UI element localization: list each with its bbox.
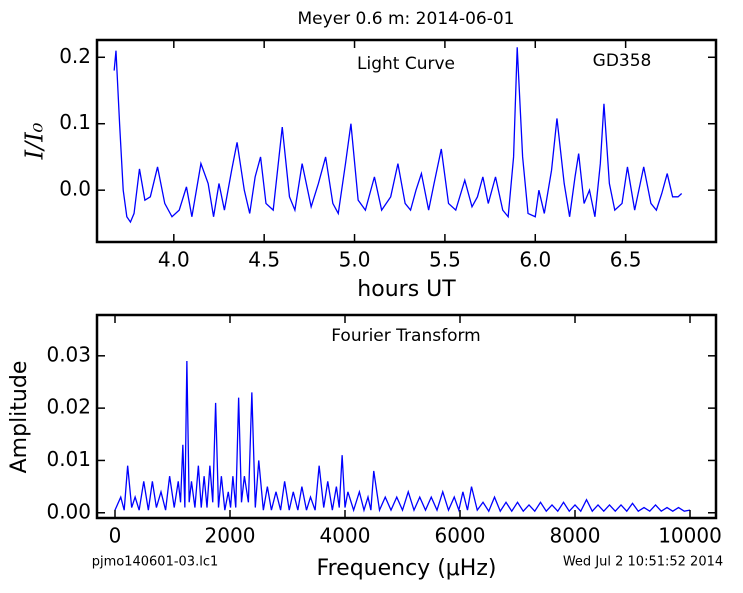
y-tick-label: 0.00 bbox=[46, 499, 91, 523]
x-tick-label: 4000 bbox=[320, 524, 371, 548]
x-axis-label: hours UT bbox=[357, 277, 456, 302]
x-tick-label: 4.0 bbox=[158, 248, 190, 272]
x-tick-label: 6.0 bbox=[519, 248, 551, 272]
annotation: Fourier Transform bbox=[331, 326, 480, 346]
annotation: GD358 bbox=[593, 51, 652, 71]
data-line bbox=[113, 47, 683, 224]
timestamp: Wed Jul 2 10:51:52 2014 bbox=[563, 555, 723, 570]
y-tick-label: 0.01 bbox=[46, 447, 91, 471]
x-tick-label: 2000 bbox=[205, 524, 256, 548]
y-tick-label: 0.2 bbox=[59, 44, 91, 68]
y-tick-label: 0.02 bbox=[46, 395, 91, 419]
plot-frame bbox=[95, 313, 718, 520]
chart-title: Meyer 0.6 m: 2014-06-01 bbox=[298, 9, 515, 29]
file-name: pjmo140601-03.lc1 bbox=[92, 555, 219, 570]
plot-frame bbox=[95, 38, 718, 244]
y-tick-label: 0.03 bbox=[46, 342, 91, 366]
x-tick-label: 0 bbox=[109, 524, 122, 548]
x-tick-label: 10000 bbox=[658, 524, 722, 548]
y-axis-label: Amplitude bbox=[7, 361, 32, 474]
x-tick-label: 5.0 bbox=[339, 248, 371, 272]
x-tick-label: 5.5 bbox=[429, 248, 461, 272]
x-axis-label: Frequency (μHz) bbox=[317, 556, 497, 581]
data-line bbox=[114, 361, 691, 513]
y-tick-label: 0.1 bbox=[59, 110, 91, 134]
x-tick-label: 4.5 bbox=[248, 248, 280, 272]
annotation: Light Curve bbox=[357, 54, 455, 74]
y-tick-label: 0.0 bbox=[59, 177, 91, 201]
x-tick-label: 6.5 bbox=[610, 248, 642, 272]
x-tick-label: 8000 bbox=[550, 524, 601, 548]
x-tick-label: 6000 bbox=[435, 524, 486, 548]
y-axis-label: I/I₀ bbox=[21, 122, 49, 160]
